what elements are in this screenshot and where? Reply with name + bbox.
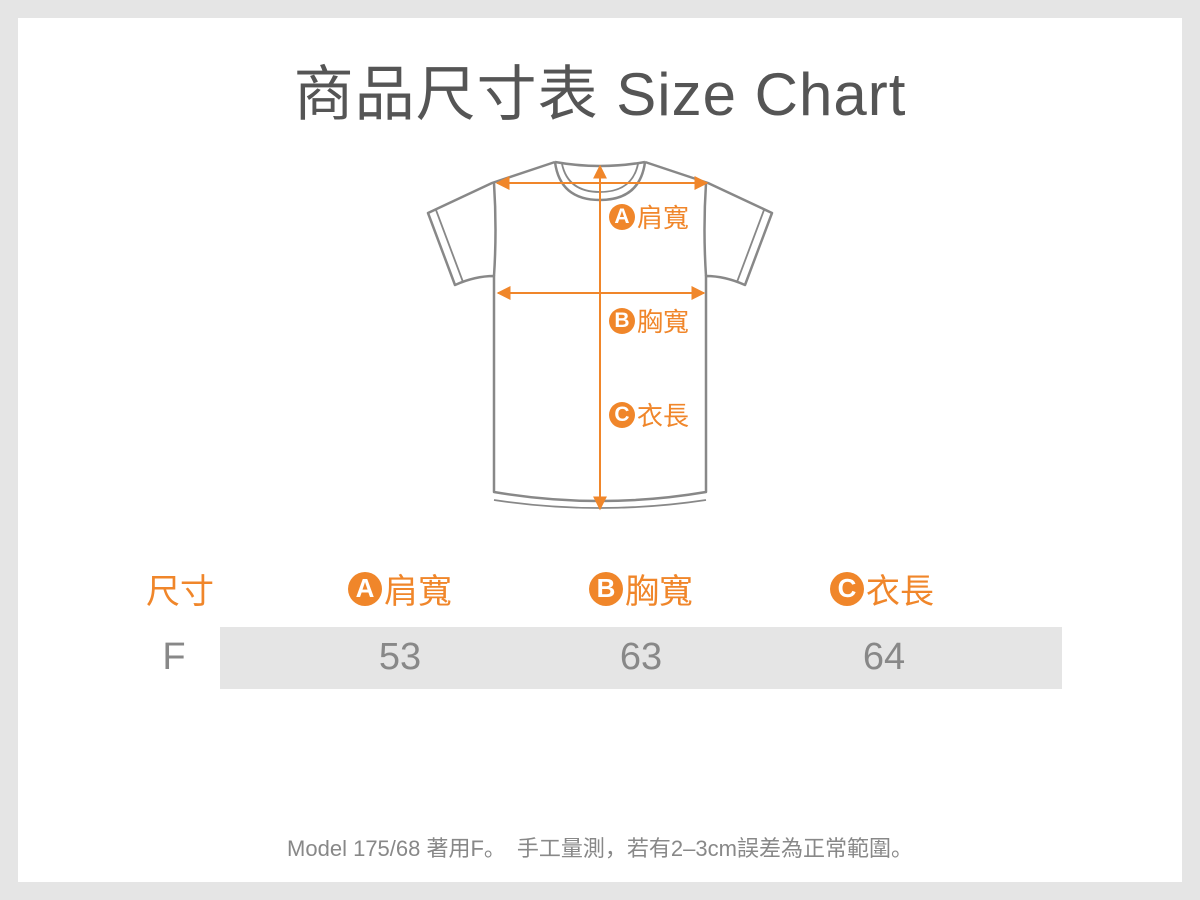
header-shoulder: A 肩寬 [348, 564, 452, 613]
header-text: 衣長 [866, 573, 934, 611]
diagram-label-a: A 肩寬 [609, 198, 689, 235]
letter-b-icon: B [589, 571, 623, 606]
header-size: 尺寸 [146, 573, 214, 611]
diagram-label-c: C 衣長 [609, 396, 689, 433]
diagram-label-b: B 胸寬 [609, 302, 689, 339]
header-text: 胸寬 [625, 573, 693, 611]
label-text: 衣長 [637, 401, 690, 431]
row-size: F [162, 636, 186, 678]
letter-b-icon: B [609, 307, 635, 334]
letter-a-icon: A [348, 571, 382, 606]
cell-length: 64 [862, 636, 906, 678]
label-text: 胸寬 [637, 307, 690, 337]
letter-a-icon: A [609, 203, 635, 230]
header-text: 肩寬 [384, 573, 452, 611]
header-length: C 衣長 [830, 564, 934, 613]
header-chest: B 胸寬 [589, 564, 693, 613]
letter-c-icon: C [830, 571, 864, 606]
cell-chest: 63 [619, 636, 663, 678]
table-row-background [220, 627, 1062, 689]
page-title: 商品尺寸表 Size Chart [293, 61, 907, 128]
label-text: 肩寬 [637, 203, 690, 233]
letter-c-icon: C [609, 401, 635, 428]
cell-shoulder: 53 [378, 636, 422, 678]
footer-note: Model 175/68 著用F。 手工量測，若有2–3cm誤差為正常範圍。 [287, 836, 913, 861]
